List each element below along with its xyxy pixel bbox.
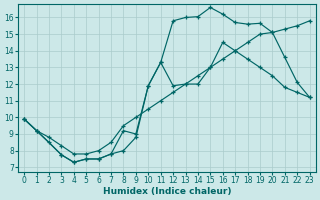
X-axis label: Humidex (Indice chaleur): Humidex (Indice chaleur) [103,187,231,196]
